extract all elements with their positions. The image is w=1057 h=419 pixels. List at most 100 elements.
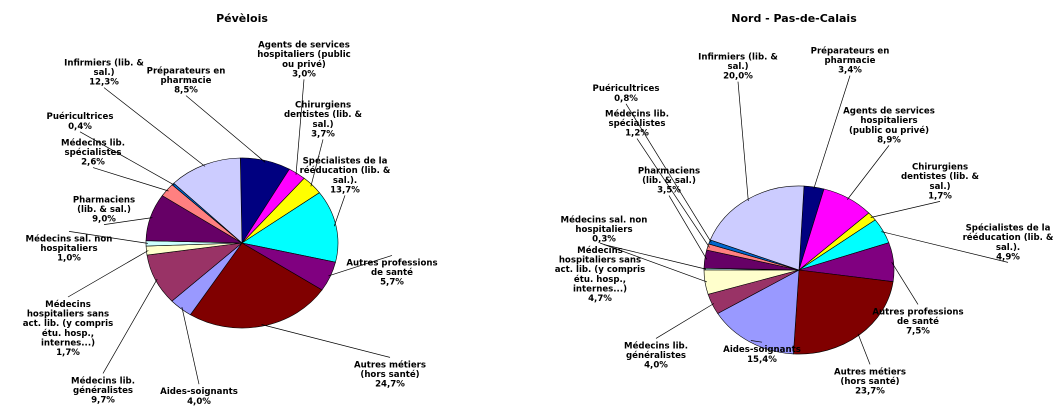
- slice-label-line: Pharmaciens: [73, 195, 135, 205]
- slice-value-label: 24,7%: [375, 380, 405, 390]
- slice-label: Puéricultrices 0,4%: [47, 111, 114, 132]
- slice-label: Agents de services hospitaliers (public ou…: [843, 107, 935, 146]
- slice-label: Autres métiers (hors santé) 24,7%: [354, 359, 426, 389]
- slice-label-line: Puéricultrices: [47, 111, 114, 122]
- slice-label-line: (hors santé): [840, 376, 899, 387]
- slice-label-line: Médecins sal. non: [26, 233, 113, 244]
- leader-line: [655, 303, 715, 339]
- leader-line: [261, 324, 391, 358]
- slice-label: Chirurgiens dentistes (lib. & sal.) 1,7%: [901, 163, 980, 202]
- leader-line: [295, 79, 305, 175]
- slice-label: Puéricultrices 0,8%: [593, 83, 660, 104]
- slice-label-line: hospitaliers: [860, 116, 917, 126]
- pie-slice-aides-soignants: [717, 269, 800, 355]
- leader-line: [857, 333, 871, 365]
- slice-label: Médecins hospitaliers sans act. lib. (y co…: [555, 245, 645, 304]
- slice-label-line: hospitaliers: [575, 225, 632, 235]
- slice-label-line: hospitaliers sans: [559, 256, 641, 266]
- slice-value-label: 4,9%: [996, 252, 1020, 262]
- slice-label-line: de santé: [897, 316, 939, 327]
- slice-label: Spécialistes de la rééducation (lib. & sal…: [300, 156, 391, 196]
- slice-label-line: Spécialistes de la: [966, 223, 1051, 234]
- slice-value-label: 1,7%: [56, 348, 80, 358]
- slice-label: Pharmaciens (lib. & sal.) 3,5%: [638, 166, 700, 195]
- leader-line: [636, 138, 710, 248]
- slice-label-line: Médecins lib.: [71, 375, 135, 386]
- slice-value-label: 3,5%: [657, 186, 681, 196]
- chart-title: Nord - Pas-de-Calais: [731, 12, 857, 25]
- slice-value-label: 1,0%: [57, 254, 81, 264]
- leader-line: [603, 244, 706, 270]
- slice-label-line: généralistes: [73, 385, 133, 396]
- leader-line: [750, 340, 763, 343]
- leader-line: [599, 242, 708, 283]
- slice-value-label: 2,6%: [81, 158, 105, 168]
- slice-label-line: pharmacie: [825, 56, 876, 66]
- slice-label-line: Autres professions: [872, 307, 963, 317]
- slice-label: Agents de services hospitaliers (public ou…: [257, 41, 351, 80]
- pie-slice-autres-m-tiers-hors-sant: [189, 242, 323, 329]
- slice-value-label: 8,5%: [174, 86, 198, 96]
- slice-label-line: ou privé): [282, 59, 326, 70]
- slice-label-line: sal.).: [333, 176, 357, 186]
- slice-value-label: 15,4%: [747, 355, 777, 365]
- slice-value-label: 5,7%: [380, 278, 404, 288]
- slice-label-line: Médecins lib.: [624, 340, 688, 351]
- slice-label-line: Autres métiers: [834, 366, 906, 377]
- slice-label: Autres professions de santé 5,7%: [346, 258, 437, 287]
- slice-label-line: Médecins: [577, 245, 623, 256]
- slice-label-line: Spécialistes de la: [303, 156, 388, 167]
- leader-line: [67, 250, 149, 298]
- slice-label-line: hospitaliers sans: [27, 310, 109, 320]
- leader-line: [625, 103, 712, 243]
- slice-label-line: étu. hosp.,: [42, 328, 94, 339]
- slice-label-line: Médecins sal. non: [561, 214, 648, 225]
- slice-label-line: Préparateurs en: [811, 45, 890, 56]
- slice-label-line: rééducation (lib. &: [300, 165, 391, 176]
- slice-label-line: Chirurgiens: [912, 163, 968, 173]
- pie-chart-pevelois: Pévèlois Préparateurs en pharmacie 8,5% Age…: [23, 12, 438, 407]
- leader-line: [870, 201, 941, 218]
- slice-value-label: 3,7%: [311, 129, 335, 139]
- leader-line: [310, 139, 324, 187]
- leader-line: [92, 167, 169, 192]
- leader-line: [181, 307, 200, 385]
- slice-label: Préparateurs en pharmacie 8,5%: [147, 65, 226, 95]
- leader-line: [668, 195, 708, 260]
- slice-value-label: 0,4%: [68, 122, 92, 132]
- slice-label-line: pharmacie: [161, 76, 212, 86]
- pie-slice-infirmiers-lib-sal: [173, 157, 243, 244]
- slice-label-line: sal.): [312, 120, 333, 130]
- slice-label: Chirurgiens dentistes (lib. & sal.) 3,7%: [284, 101, 363, 140]
- slice-label-line: Puéricultrices: [593, 83, 660, 94]
- slice-label: Médecins lib. spécialistes 1,2%: [605, 108, 669, 138]
- leader-line: [891, 262, 919, 305]
- slice-label: Autres professions de santé 7,5%: [872, 307, 963, 336]
- leader-line: [333, 195, 346, 227]
- slice-value-label: 0,8%: [614, 94, 638, 104]
- leader-line: [737, 81, 749, 202]
- slice-label-line: Agents de services: [843, 107, 935, 117]
- leader-line: [102, 278, 158, 374]
- pie-slice-infirmiers-lib-sal: [709, 185, 805, 271]
- slice-label: Infirmiers (lib. & sal.) 12,3%: [64, 58, 144, 87]
- slice-value-label: 9,0%: [92, 215, 116, 225]
- slice-label-line: Autres métiers: [354, 359, 426, 370]
- slice-value-label: 3,0%: [292, 69, 316, 79]
- slice-label-line: Aides-soignants: [723, 345, 801, 355]
- slice-label: Médecins lib. généralistes 4,0%: [624, 340, 688, 370]
- slice-value-label: 1,2%: [625, 129, 649, 139]
- pie-chart-nord-pas-de-calais: Nord - Pas-de-Calais Préparateurs en phar…: [555, 12, 1054, 397]
- slice-label-line: Aides-soignants: [160, 387, 238, 397]
- slice-label-line: Chirurgiens: [295, 101, 351, 111]
- pie-slice-autres-m-tiers-hors-sant: [793, 269, 894, 355]
- slice-label-line: dentistes (lib. &: [284, 110, 363, 120]
- slice-label-line: spécialistes: [609, 118, 666, 129]
- slice-label-line: (lib. & sal.): [642, 176, 696, 186]
- slice-value-label: 3,4%: [838, 66, 862, 76]
- leader-line: [813, 75, 851, 189]
- slice-label-line: hospitaliers (public: [257, 50, 351, 60]
- slice-label-line: (lib. & sal.): [77, 205, 131, 215]
- slice-label-line: généralistes: [626, 350, 686, 361]
